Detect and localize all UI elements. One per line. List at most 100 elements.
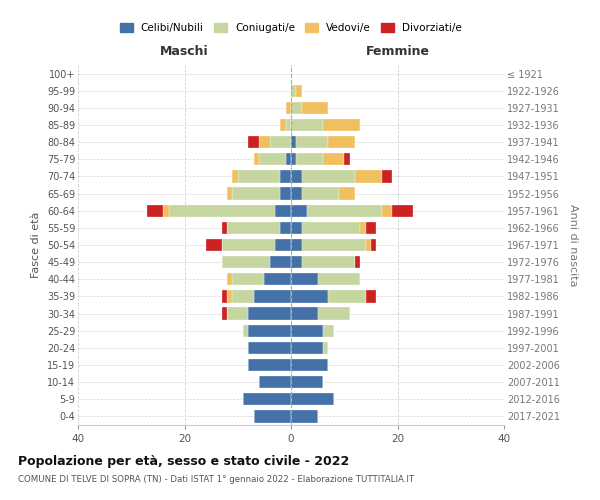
Bar (291, 136, 296, 148)
Bar (232, 290, 254, 302)
Bar (254, 410, 291, 422)
Bar (222, 308, 227, 320)
Bar (248, 342, 291, 354)
Bar (270, 256, 291, 268)
Bar (291, 204, 307, 217)
Bar (291, 102, 302, 114)
Bar (365, 290, 376, 302)
Bar (302, 188, 339, 200)
Bar (302, 222, 360, 234)
Bar (323, 342, 328, 354)
Bar (291, 359, 328, 371)
Bar (328, 136, 355, 148)
Bar (323, 153, 344, 166)
Bar (302, 239, 365, 251)
Bar (280, 222, 291, 234)
Bar (232, 170, 238, 182)
Text: Femmine: Femmine (365, 45, 430, 58)
Bar (227, 290, 232, 302)
Bar (291, 290, 328, 302)
Bar (291, 153, 296, 166)
Bar (280, 188, 291, 200)
Bar (291, 308, 317, 320)
Bar (243, 393, 291, 406)
Bar (227, 188, 232, 200)
Bar (291, 273, 317, 285)
Text: Maschi: Maschi (160, 45, 209, 58)
Bar (270, 136, 291, 148)
Bar (248, 324, 291, 337)
Bar (291, 222, 302, 234)
Bar (222, 222, 227, 234)
Bar (163, 204, 169, 217)
Bar (243, 324, 248, 337)
Bar (355, 256, 360, 268)
Bar (291, 393, 334, 406)
Bar (280, 170, 291, 182)
Bar (286, 119, 291, 131)
Bar (265, 273, 291, 285)
Bar (275, 204, 291, 217)
Bar (248, 308, 291, 320)
Bar (206, 239, 222, 251)
Bar (254, 153, 259, 166)
Bar (248, 359, 291, 371)
Bar (365, 239, 371, 251)
Bar (392, 204, 413, 217)
Bar (291, 256, 302, 268)
Bar (232, 188, 280, 200)
Bar (227, 222, 280, 234)
Bar (323, 324, 334, 337)
Bar (382, 204, 392, 217)
Bar (339, 188, 355, 200)
Bar (291, 170, 302, 182)
Bar (291, 84, 296, 97)
Text: Popolazione per età, sesso e stato civile - 2022: Popolazione per età, sesso e stato civil… (18, 455, 349, 468)
Bar (259, 376, 291, 388)
Bar (227, 308, 248, 320)
Bar (291, 119, 323, 131)
Bar (302, 102, 328, 114)
Bar (286, 102, 291, 114)
Bar (302, 170, 355, 182)
Bar (291, 239, 302, 251)
Bar (317, 273, 360, 285)
Bar (222, 290, 227, 302)
Bar (317, 308, 350, 320)
Bar (254, 290, 291, 302)
Bar (232, 273, 265, 285)
Bar (291, 376, 323, 388)
Bar (227, 273, 232, 285)
Bar (296, 136, 328, 148)
Bar (259, 136, 270, 148)
Bar (275, 239, 291, 251)
Bar (291, 324, 323, 337)
Y-axis label: Fasce di età: Fasce di età (31, 212, 41, 278)
Bar (328, 290, 365, 302)
Bar (286, 153, 291, 166)
Bar (222, 256, 270, 268)
Bar (248, 136, 259, 148)
Bar (238, 170, 280, 182)
Legend: Celibi/Nubili, Coniugati/e, Vedovi/e, Divorziati/e: Celibi/Nubili, Coniugati/e, Vedovi/e, Di… (117, 20, 465, 36)
Bar (296, 84, 302, 97)
Bar (222, 239, 275, 251)
Bar (382, 170, 392, 182)
Bar (365, 222, 376, 234)
Y-axis label: Anni di nascita: Anni di nascita (568, 204, 578, 286)
Bar (259, 153, 286, 166)
Bar (307, 204, 382, 217)
Text: COMUNE DI TELVE DI SOPRA (TN) - Dati ISTAT 1° gennaio 2022 - Elaborazione TUTTIT: COMUNE DI TELVE DI SOPRA (TN) - Dati IST… (18, 475, 414, 484)
Bar (169, 204, 275, 217)
Bar (323, 119, 360, 131)
Bar (291, 410, 317, 422)
Bar (291, 188, 302, 200)
Bar (291, 342, 323, 354)
Bar (280, 119, 286, 131)
Bar (371, 239, 376, 251)
Bar (147, 204, 163, 217)
Bar (355, 170, 382, 182)
Bar (344, 153, 350, 166)
Bar (360, 222, 365, 234)
Bar (302, 256, 355, 268)
